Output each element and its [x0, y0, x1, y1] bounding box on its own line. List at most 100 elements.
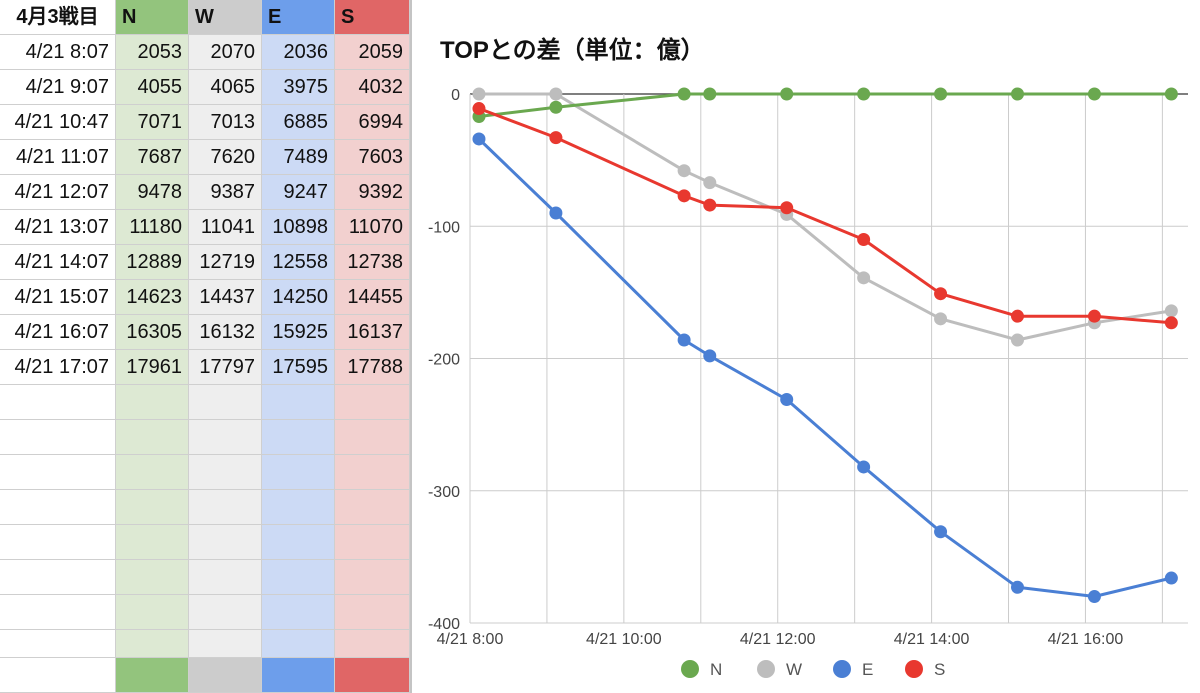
data-point-N[interactable]: [1087, 87, 1101, 101]
empty-cell[interactable]: [335, 630, 410, 658]
data-point-S[interactable]: [1087, 309, 1101, 323]
data-point-S[interactable]: [703, 198, 717, 212]
empty-cell[interactable]: [189, 525, 262, 560]
empty-cell[interactable]: [189, 595, 262, 630]
empty-cell[interactable]: [262, 595, 335, 630]
data-point-S[interactable]: [472, 102, 486, 116]
value-cell[interactable]: 6885: [262, 105, 335, 140]
value-cell[interactable]: 17797: [189, 350, 262, 385]
value-cell[interactable]: 11180: [116, 210, 189, 245]
empty-cell[interactable]: [0, 525, 116, 560]
value-cell[interactable]: 12558: [262, 245, 335, 280]
empty-cell[interactable]: [189, 560, 262, 595]
value-cell[interactable]: 2036: [262, 35, 335, 70]
empty-cell[interactable]: [0, 490, 116, 525]
value-cell[interactable]: 3975: [262, 70, 335, 105]
data-point-E[interactable]: [1164, 571, 1178, 585]
value-cell[interactable]: 7489: [262, 140, 335, 175]
legend-label[interactable]: W: [786, 660, 802, 679]
legend-label[interactable]: E: [862, 660, 873, 679]
empty-cell[interactable]: [0, 630, 116, 658]
empty-cell[interactable]: [335, 490, 410, 525]
empty-cell[interactable]: [335, 560, 410, 595]
empty-cell[interactable]: [0, 420, 116, 455]
empty-cell[interactable]: [189, 630, 262, 658]
data-point-W[interactable]: [703, 176, 717, 190]
empty-cell[interactable]: [0, 560, 116, 595]
empty-cell[interactable]: [116, 560, 189, 595]
data-point-N[interactable]: [1010, 87, 1024, 101]
header-cell[interactable]: 4月3戦目: [0, 0, 116, 35]
time-cell[interactable]: 4/21 14:07: [0, 245, 116, 280]
empty-cell[interactable]: [262, 420, 335, 455]
legend-label[interactable]: N: [710, 660, 722, 679]
header-cell[interactable]: S: [335, 0, 410, 35]
time-cell[interactable]: 4/21 9:07: [0, 70, 116, 105]
empty-cell[interactable]: [262, 630, 335, 658]
data-point-N[interactable]: [934, 87, 948, 101]
empty-cell[interactable]: [0, 595, 116, 630]
value-cell[interactable]: 17595: [262, 350, 335, 385]
data-point-N[interactable]: [780, 87, 794, 101]
value-cell[interactable]: 4032: [335, 70, 410, 105]
value-cell[interactable]: 7071: [116, 105, 189, 140]
value-cell[interactable]: 16137: [335, 315, 410, 350]
value-cell[interactable]: 9392: [335, 175, 410, 210]
data-point-E[interactable]: [857, 460, 871, 474]
value-cell[interactable]: 16305: [116, 315, 189, 350]
data-point-S[interactable]: [677, 189, 691, 203]
data-point-S[interactable]: [934, 287, 948, 301]
data-point-S[interactable]: [1164, 316, 1178, 330]
value-cell[interactable]: 17788: [335, 350, 410, 385]
time-cell[interactable]: 4/21 12:07: [0, 175, 116, 210]
value-cell[interactable]: 2059: [335, 35, 410, 70]
value-cell[interactable]: 17961: [116, 350, 189, 385]
value-cell[interactable]: 14623: [116, 280, 189, 315]
data-point-E[interactable]: [1010, 580, 1024, 594]
data-point-N[interactable]: [703, 87, 717, 101]
empty-cell[interactable]: [335, 420, 410, 455]
value-cell[interactable]: 14455: [335, 280, 410, 315]
value-cell[interactable]: 11070: [335, 210, 410, 245]
data-point-E[interactable]: [677, 333, 691, 347]
empty-cell[interactable]: [116, 385, 189, 420]
data-point-W[interactable]: [549, 87, 563, 101]
empty-cell[interactable]: [335, 525, 410, 560]
empty-cell[interactable]: [189, 420, 262, 455]
value-cell[interactable]: 14437: [189, 280, 262, 315]
data-point-W[interactable]: [1010, 333, 1024, 347]
empty-cell[interactable]: [262, 560, 335, 595]
value-cell[interactable]: 4055: [116, 70, 189, 105]
data-point-S[interactable]: [1010, 309, 1024, 323]
data-point-E[interactable]: [472, 132, 486, 146]
empty-cell[interactable]: [116, 525, 189, 560]
time-cell[interactable]: 4/21 15:07: [0, 280, 116, 315]
time-cell[interactable]: 4/21 10:47: [0, 105, 116, 140]
value-cell[interactable]: 4065: [189, 70, 262, 105]
empty-cell[interactable]: [335, 455, 410, 490]
time-cell[interactable]: 4/21 17:07: [0, 350, 116, 385]
empty-cell[interactable]: [335, 385, 410, 420]
time-cell[interactable]: 4/21 16:07: [0, 315, 116, 350]
empty-cell[interactable]: [116, 595, 189, 630]
data-point-W[interactable]: [677, 164, 691, 178]
value-cell[interactable]: 7687: [116, 140, 189, 175]
empty-cell[interactable]: [116, 630, 189, 658]
value-cell[interactable]: 2053: [116, 35, 189, 70]
value-cell[interactable]: 12889: [116, 245, 189, 280]
value-cell[interactable]: 2070: [189, 35, 262, 70]
data-point-N[interactable]: [1164, 87, 1178, 101]
data-point-W[interactable]: [857, 271, 871, 285]
empty-cell[interactable]: [116, 490, 189, 525]
empty-cell[interactable]: [0, 385, 116, 420]
empty-cell[interactable]: [116, 420, 189, 455]
data-point-E[interactable]: [1087, 590, 1101, 604]
legend-marker-W[interactable]: [757, 660, 775, 678]
value-cell[interactable]: 9247: [262, 175, 335, 210]
header-cell[interactable]: E: [262, 0, 335, 35]
legend-label[interactable]: S: [934, 660, 945, 679]
value-cell[interactable]: 16132: [189, 315, 262, 350]
legend-marker-E[interactable]: [833, 660, 851, 678]
data-point-W[interactable]: [472, 87, 486, 101]
value-cell[interactable]: 15925: [262, 315, 335, 350]
